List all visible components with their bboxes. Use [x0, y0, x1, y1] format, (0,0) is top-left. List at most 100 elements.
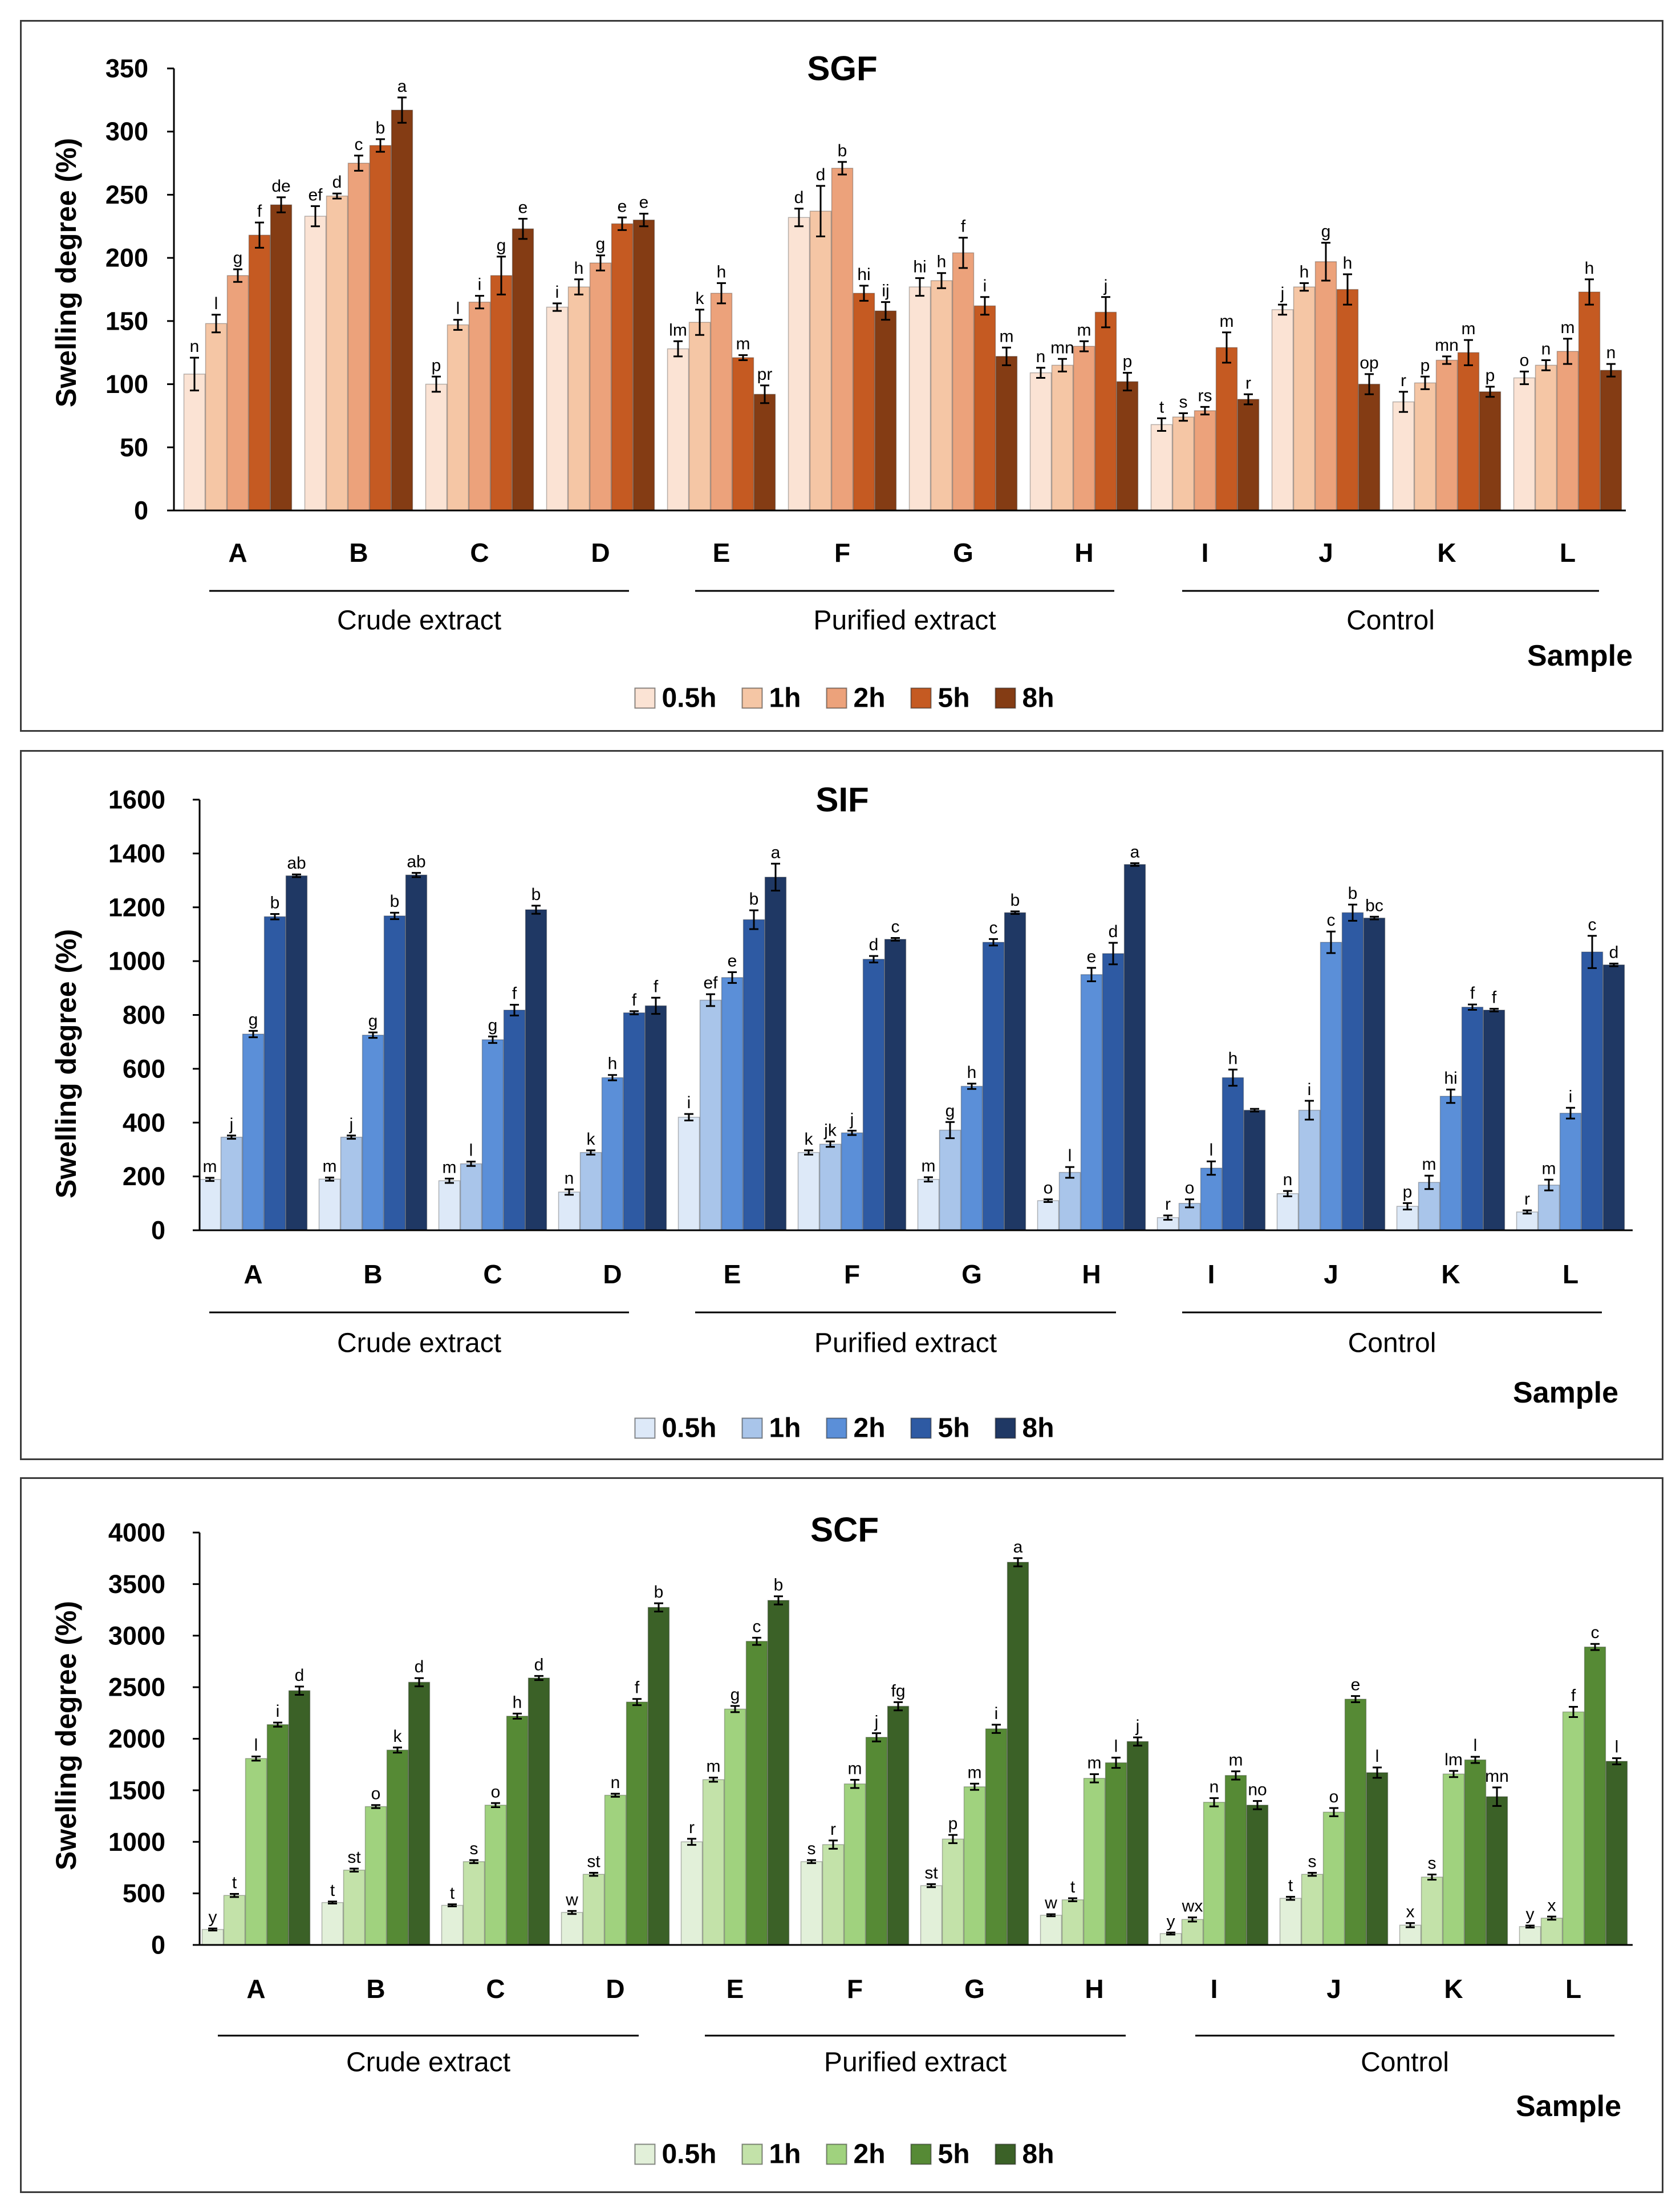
- bar-G-8h: [995, 356, 1018, 511]
- significance-letter-K-8h: mn: [1485, 1767, 1509, 1786]
- error-bar-E-8h: [774, 1595, 783, 1606]
- bar-H-2h: [1083, 1778, 1106, 1945]
- y-tick-label: 2000: [108, 1724, 165, 1753]
- error-bar-D-8h: [639, 213, 648, 228]
- bar-B-2h: [347, 163, 370, 511]
- x-axis-label: Sample: [1527, 639, 1633, 672]
- bar-K-2h: [1435, 359, 1458, 511]
- bar-D-0.5h: [558, 1191, 581, 1231]
- group-label: Control: [1348, 1328, 1436, 1359]
- legend-swatch-2h: [826, 1417, 847, 1439]
- significance-letter-J-0.5h: n: [1283, 1170, 1293, 1189]
- error-bar-G-5h: [980, 296, 989, 316]
- error-bar-J-2h: [1326, 930, 1336, 954]
- error-bar-C-2h: [488, 1035, 497, 1044]
- bar-A-2h: [226, 275, 249, 511]
- significance-letter-C-8h: d: [534, 1655, 544, 1674]
- sgf-chart-panel: SGF Swelling degree (%) 0 50 100 150 200 250 300…: [20, 20, 1663, 732]
- error-bar-E-1h: [706, 993, 715, 1007]
- bar-H-1h: [1058, 1172, 1081, 1231]
- bar-K-5h: [1464, 1759, 1487, 1945]
- error-bar-C-5h: [513, 1712, 522, 1720]
- bar-L-2h: [1556, 351, 1579, 511]
- significance-letter-J-0.5h: t: [1288, 1876, 1293, 1895]
- error-bar-H-8h: [1133, 1736, 1142, 1747]
- bar-E-5h: [742, 919, 765, 1231]
- significance-letter-B-8h: d: [415, 1657, 424, 1676]
- error-bar-E-5h: [738, 354, 748, 361]
- significance-letter-L-0.5h: r: [1524, 1190, 1530, 1209]
- significance-letter-E-1h: k: [696, 289, 705, 308]
- error-bar-J-8h: [1373, 1766, 1382, 1779]
- bar-C-0.5h: [438, 1180, 461, 1231]
- error-bar-J-8h: [1370, 915, 1379, 921]
- significance-letter-G-1h: g: [945, 1101, 955, 1120]
- y-axis-label: Swelling degree (%): [50, 138, 82, 407]
- error-bar-I-0.5h: [1166, 1931, 1175, 1936]
- error-bar-F-1h: [829, 1839, 838, 1850]
- bar-H-5h: [1105, 1762, 1127, 1945]
- x-tick-label-H: H: [1085, 1974, 1103, 2004]
- significance-letter-D-0.5h: w: [565, 1890, 578, 1909]
- significance-letter-D-8h: b: [654, 1583, 664, 1602]
- bar-I-1h: [1172, 416, 1195, 511]
- error-bar-E-1h: [695, 309, 704, 336]
- bar-E-0.5h: [677, 1117, 700, 1231]
- significance-letter-E-0.5h: lm: [669, 321, 687, 339]
- bar-E-2h: [710, 293, 733, 511]
- bar-B-1h: [326, 195, 348, 511]
- error-bar-C-2h: [491, 1802, 500, 1809]
- significance-letter-E-5h: b: [749, 890, 759, 909]
- bar-G-5h: [982, 942, 1005, 1231]
- bar-C-2h: [481, 1039, 504, 1231]
- x-tick-label-L: L: [1560, 538, 1576, 568]
- significance-letter-D-8h: e: [639, 193, 649, 212]
- bar-J-1h: [1293, 286, 1316, 511]
- bar-D-5h: [626, 1701, 648, 1945]
- bar-D-1h: [567, 286, 590, 511]
- sif-chart: SIF Swelling degree (%) 0 200 400 600 800 1000 1…: [50, 781, 1633, 1444]
- error-bar-B-5h: [376, 138, 385, 153]
- error-bar-F-2h: [847, 1129, 857, 1136]
- x-tick-label-C: C: [483, 1259, 502, 1289]
- legend-swatch-8h: [995, 2143, 1016, 2165]
- error-bar-K-5h: [1464, 339, 1473, 366]
- error-bar-C-8h: [518, 218, 527, 240]
- error-bar-F-1h: [826, 1140, 835, 1148]
- significance-letter-L-0.5h: o: [1520, 351, 1529, 370]
- bar-H-1h: [1051, 364, 1074, 511]
- bar-J-8h: [1358, 383, 1381, 511]
- error-bar-L-5h: [1585, 278, 1594, 306]
- error-bar-I-8h: [1253, 1800, 1262, 1810]
- bar-I-5h: [1224, 1775, 1247, 1945]
- error-bar-A-8h: [295, 1685, 304, 1696]
- bar-B-8h: [408, 1681, 431, 1945]
- bar-E-0.5h: [680, 1841, 703, 1945]
- significance-letter-C-5h: g: [497, 236, 506, 255]
- bar-F-2h: [831, 168, 854, 511]
- significance-letter-D-5h: f: [632, 991, 637, 1010]
- error-bar-K-5h: [1471, 1756, 1480, 1764]
- bar-D-1h: [582, 1874, 605, 1945]
- significance-letter-I-5h: m: [1220, 312, 1234, 331]
- bar-H-5h: [1094, 311, 1117, 511]
- bar-I-5h: [1215, 347, 1238, 511]
- bar-A-0.5h: [198, 1179, 221, 1231]
- error-bar-K-1h: [1421, 375, 1430, 390]
- bar-I-2h: [1194, 410, 1216, 511]
- error-bar-L-8h: [1606, 363, 1616, 378]
- significance-letter-G-5h: c: [989, 918, 998, 937]
- error-bar-J-5h: [1343, 273, 1352, 306]
- significance-letter-C-2h: o: [491, 1782, 501, 1801]
- significance-letter-I-0.5h: t: [1159, 398, 1164, 416]
- significance-letter-L-1h: n: [1541, 340, 1551, 359]
- error-bar-D-1h: [586, 1149, 595, 1156]
- significance-letter-H-1h: mn: [1050, 338, 1074, 357]
- significance-letter-A-5h: i: [276, 1702, 280, 1721]
- legend-label: 0.5h: [662, 683, 716, 714]
- error-bar-I-1h: [1185, 1198, 1194, 1209]
- bar-E-5h: [732, 357, 754, 511]
- significance-letter-D-2h: n: [611, 1773, 620, 1792]
- significance-letter-D-8h: f: [654, 977, 659, 996]
- error-bar-J-2h: [1321, 242, 1330, 282]
